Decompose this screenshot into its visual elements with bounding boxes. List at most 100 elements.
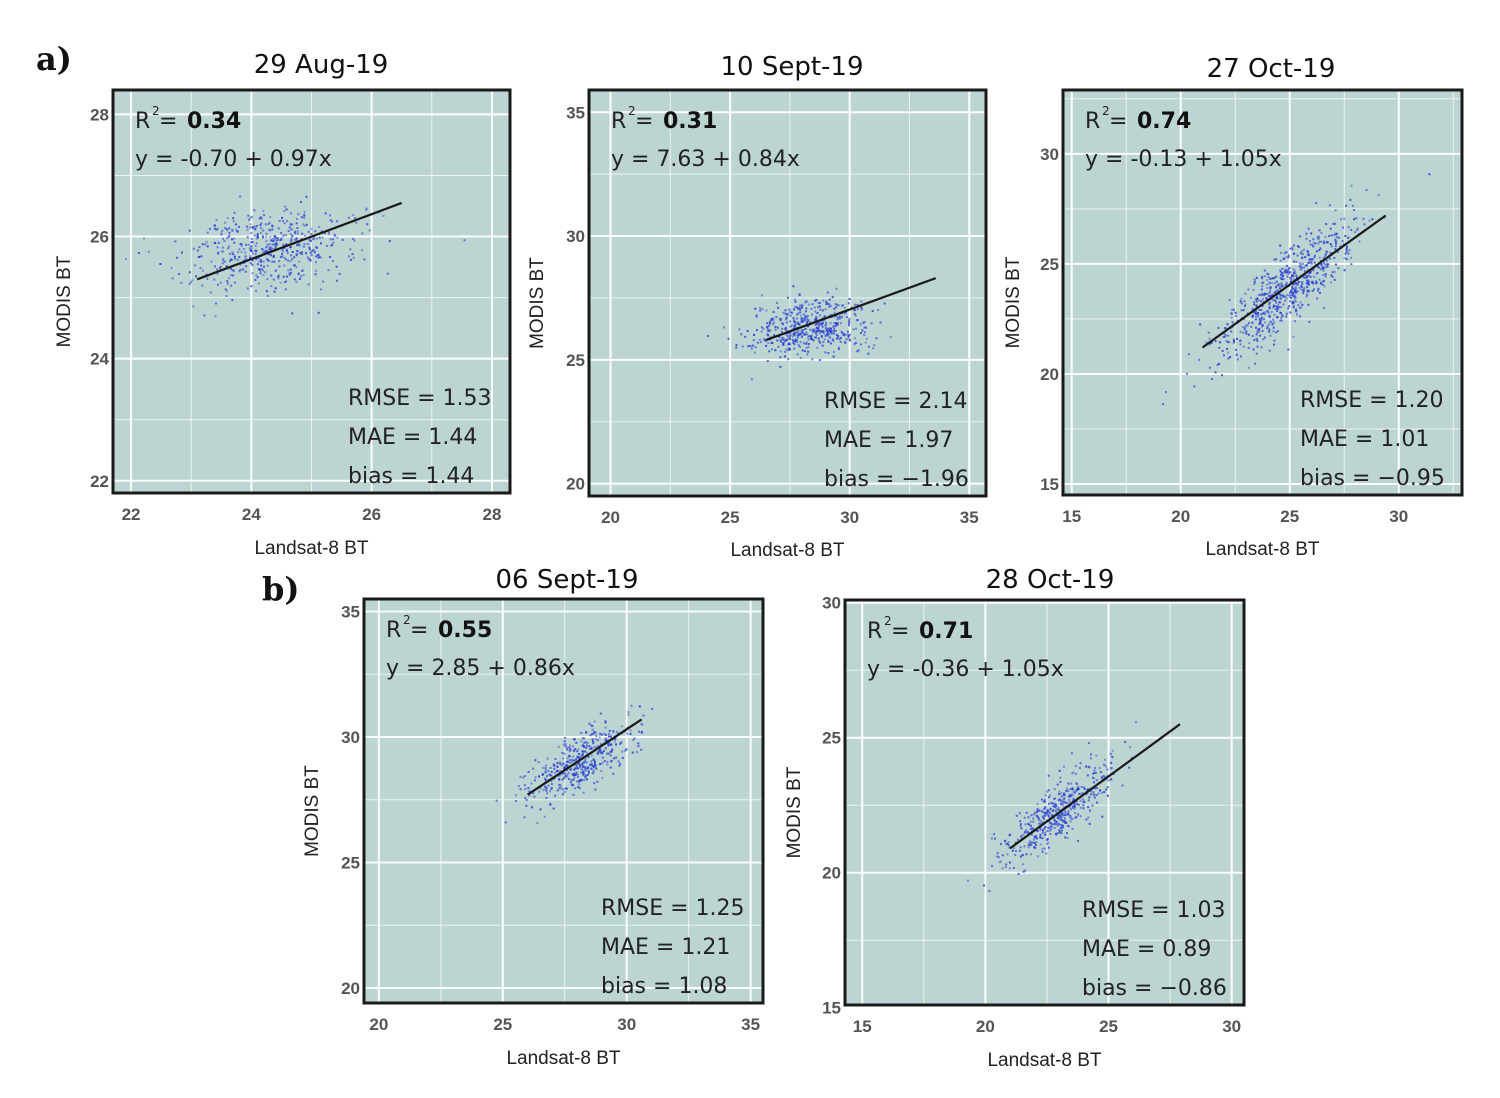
scatter-point [591,728,594,731]
scatter-point [996,852,999,855]
scatter-point [573,759,575,762]
scatter-point [1320,231,1323,234]
scatter-point [1341,240,1344,243]
scatter-point [1297,246,1300,248]
scatter-point [776,339,779,342]
regression-line [526,718,643,796]
scatter-point [1285,251,1288,254]
scatter-point [553,777,556,780]
scatter-point [1056,816,1059,819]
scatter-point [566,787,568,790]
scatter-point [274,287,277,290]
scatter-point [599,763,602,765]
scatter-point [1066,813,1069,816]
scatter-point [1094,771,1097,774]
scatter-point [1092,791,1095,794]
scatter-point [750,347,753,350]
scatter-point [259,224,262,227]
scatter-point [290,212,293,215]
scatter-point [590,754,593,757]
scatter-point [763,338,766,341]
scatter-point [1290,289,1292,292]
scatter-point [1259,334,1262,337]
scatter-point [1335,240,1338,243]
scatter-point [300,253,303,255]
scatter-point [1062,805,1065,808]
scatter-point [613,740,616,743]
scatter-point [536,821,539,824]
scatter-point [304,234,307,237]
scatter-point [254,252,257,255]
scatter-point [785,318,788,321]
scatter-point [569,744,572,747]
scatter-point [244,270,247,273]
scatter-point [760,294,763,297]
scatter-point [1289,297,1292,299]
x-axis-label: Landsat-8 BT [730,540,844,561]
scatter-point [1274,286,1277,289]
x-tick-label: 30 [1389,507,1408,526]
scatter-point [1057,808,1060,811]
scatter-point [848,338,851,341]
scatter-point [1057,814,1060,817]
scatter-point [575,765,578,768]
scatter-point [542,788,545,791]
r-squared-superscript: 2 [884,614,892,628]
scatter-point [1070,782,1073,785]
scatter-point [832,325,834,328]
scatter-point [1097,792,1100,795]
scatter-point [1279,270,1282,273]
scatter-point [580,762,583,765]
scatter-point [552,807,555,810]
y-tick-label: 20 [566,475,585,494]
scatter-point [1077,803,1080,806]
scatter-point [1048,826,1051,829]
scatter-point [1223,335,1226,338]
scatter-point [1023,831,1026,834]
scatter-point [1093,787,1096,790]
scatter-point [594,788,597,791]
scatter-point [589,747,592,750]
scatter-point [1060,812,1063,815]
scatter-point [810,334,813,337]
scatter-point [767,324,770,327]
scatter-point [558,787,561,790]
scatter-point [224,288,227,291]
scatter-point [1271,293,1274,296]
scatter-point [386,272,389,275]
scatter-point [582,769,585,772]
x-axis-label: Landsat-8 BT [506,1048,620,1069]
scatter-point [1072,771,1075,774]
scatter-point [1031,833,1033,836]
scatter-point [822,341,825,343]
x-tick-label: 25 [721,508,740,527]
scatter-point [587,766,590,769]
scatter-point [804,350,807,353]
scatter-point [251,227,254,230]
scatter-point [1254,312,1257,315]
scatter-point [1347,236,1350,239]
scatter-point [806,315,809,318]
scatter-point [1067,806,1070,809]
scatter-point [580,763,583,766]
scatter-point [595,735,598,738]
scatter-point [573,774,576,777]
scatter-point [1106,794,1109,797]
scatter-point [243,248,245,250]
scatter-point [1111,756,1114,759]
scatter-point [735,344,738,347]
scatter-point [1245,329,1248,332]
scatter-point [598,749,601,751]
scatter-point [382,214,385,217]
scatter-point [1049,794,1052,797]
scatter-point [298,252,301,255]
scatter-point [814,332,817,335]
scatter-point [546,792,549,795]
scatter-point [1068,805,1071,808]
scatter-point [317,253,320,256]
scatter-point [1261,324,1264,327]
scatter-point [332,259,334,262]
scatter-point [598,736,601,739]
scatter-point [789,334,792,337]
scatter-point [782,311,785,314]
